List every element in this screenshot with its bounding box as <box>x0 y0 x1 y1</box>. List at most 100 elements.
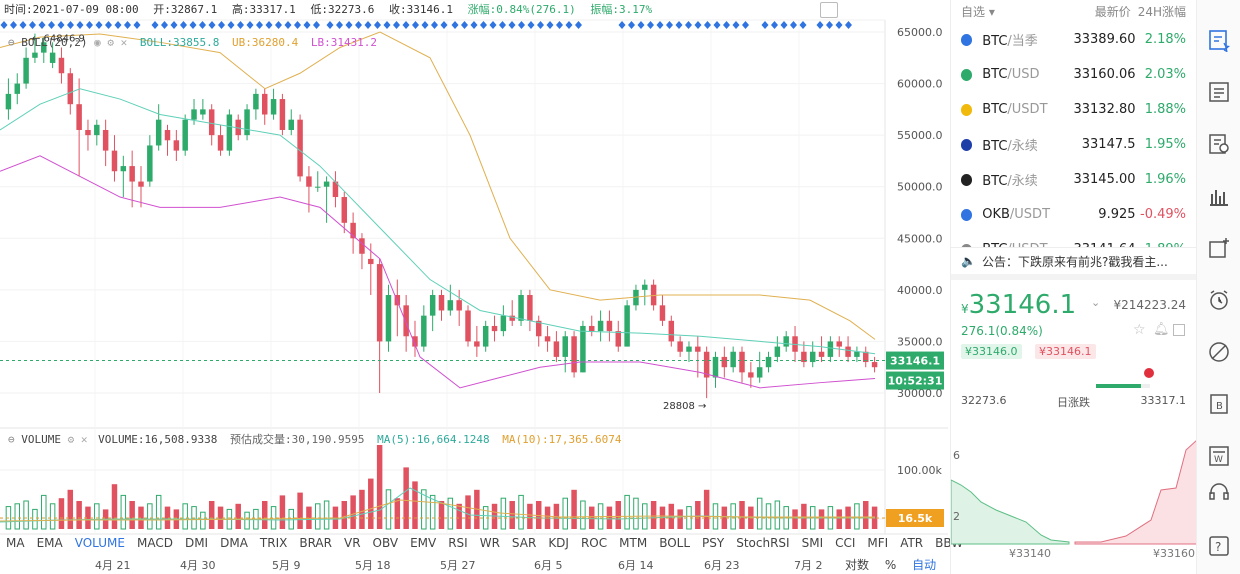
indicator-tab[interactable]: MTM <box>619 536 648 550</box>
volume-bar[interactable] <box>164 506 171 529</box>
candle-body[interactable] <box>244 109 250 136</box>
event-diamond-icon[interactable] <box>345 21 353 29</box>
event-diamond-icon[interactable] <box>666 21 673 29</box>
event-diamond-icon[interactable] <box>133 21 141 29</box>
volume-bar[interactable] <box>368 478 374 529</box>
candle-body[interactable] <box>385 295 392 342</box>
event-diamond-icon[interactable] <box>647 21 654 29</box>
indicator-tab[interactable]: VOLUME <box>74 536 125 550</box>
watchlist-row[interactable]: BTC/永续 33145.00 1.96% <box>951 162 1196 197</box>
indicator-tab[interactable]: SMI <box>801 536 824 550</box>
candle-body[interactable] <box>76 104 82 130</box>
event-diamond-icon[interactable] <box>256 21 263 29</box>
candle-body[interactable] <box>509 315 515 321</box>
candle-body[interactable] <box>562 336 568 357</box>
candle-body[interactable] <box>421 315 427 347</box>
candle-body[interactable] <box>350 222 356 239</box>
indicator-tab[interactable]: MFI <box>867 536 889 550</box>
volume-bar[interactable] <box>94 503 100 530</box>
event-diamond-icon[interactable] <box>489 21 497 29</box>
volume-bar[interactable] <box>606 506 613 529</box>
event-diamond-icon[interactable] <box>95 21 103 29</box>
candle-body[interactable] <box>765 356 772 368</box>
volume-bar[interactable] <box>615 501 622 529</box>
volume-bar[interactable] <box>801 503 807 529</box>
volume-bar[interactable] <box>208 501 215 529</box>
event-diamond-icon[interactable] <box>575 21 582 29</box>
settings-icon[interactable]: ⚙ <box>67 433 75 446</box>
volume-bar[interactable] <box>624 494 630 530</box>
event-diamond-icon[interactable] <box>713 21 721 29</box>
event-diamond-icon[interactable] <box>19 21 27 29</box>
settings-icon[interactable]: ⚙ <box>107 36 114 49</box>
volume-bar[interactable] <box>412 481 418 529</box>
event-diamond-icon[interactable] <box>556 21 563 29</box>
close-icon[interactable]: ✕ <box>120 36 128 49</box>
event-diamond-icon[interactable] <box>275 21 282 29</box>
candle-body[interactable] <box>801 351 807 363</box>
event-diamond-icon[interactable] <box>537 21 544 29</box>
event-diamond-icon[interactable] <box>421 21 429 29</box>
volume-bar[interactable] <box>456 503 462 529</box>
indicator-tab[interactable]: DMA <box>220 536 248 550</box>
candle-body[interactable] <box>642 284 648 290</box>
candle-body[interactable] <box>279 99 286 130</box>
watchlist-tab[interactable]: 自选 ▾ <box>961 4 995 19</box>
candle-body[interactable] <box>535 320 542 337</box>
volume-bar[interactable] <box>41 494 47 530</box>
event-diamond-icon[interactable] <box>57 21 65 29</box>
candle-body[interactable] <box>783 336 789 347</box>
volume-bar[interactable] <box>535 501 542 529</box>
watchlist-star-icon[interactable] <box>1207 28 1231 52</box>
watchlist-row[interactable]: BTC/USD 33160.06 2.03% <box>951 57 1196 92</box>
chart-area[interactable]: 65000.0 60000.0 55000.0 50000.0 45000.0 40000… <box>0 0 963 574</box>
log-scale-toggle[interactable]: 对数 <box>845 558 870 572</box>
candle-body[interactable] <box>624 305 630 347</box>
event-diamond-icon[interactable] <box>527 21 535 29</box>
candle-body[interactable] <box>270 99 277 115</box>
candle-body[interactable] <box>323 181 330 187</box>
event-diamond-icon[interactable] <box>732 21 740 29</box>
candle-body[interactable] <box>41 42 47 53</box>
watchlist-row[interactable]: BTC/当季 33389.60 2.18% <box>951 22 1196 57</box>
candle-body[interactable] <box>217 135 224 151</box>
watchlist-row[interactable]: OKB/USDT 9.925 -0.49% <box>951 197 1196 232</box>
percent-scale-toggle[interactable]: % <box>884 558 897 572</box>
volume-bar[interactable] <box>527 503 533 529</box>
volume-bar[interactable] <box>695 501 701 529</box>
auto-scale-toggle[interactable]: 自动 <box>912 558 937 572</box>
volume-bar[interactable] <box>120 494 127 530</box>
volume-bar[interactable] <box>182 503 188 530</box>
candle-body[interactable] <box>527 295 533 321</box>
indicator-tab[interactable]: StochRSI <box>736 536 790 550</box>
volume-bar[interactable] <box>385 489 392 530</box>
candle-body[interactable] <box>748 372 754 378</box>
event-diamond-icon[interactable] <box>218 21 225 29</box>
event-diamond-icon[interactable] <box>284 21 292 29</box>
event-diamond-icon[interactable] <box>565 21 573 29</box>
event-diamond-icon[interactable] <box>336 21 343 29</box>
volume-bar[interactable] <box>315 503 321 530</box>
volume-bar[interactable] <box>323 500 330 530</box>
event-diamond-icon[interactable] <box>761 21 769 29</box>
candle-body[interactable] <box>571 336 577 373</box>
volume-bar[interactable] <box>376 445 383 529</box>
candle-body[interactable] <box>341 197 348 223</box>
bell-icon[interactable]: 🔔︎ <box>1153 322 1170 337</box>
eye-icon[interactable]: ◉ <box>94 36 101 49</box>
event-diamond-icon[interactable] <box>364 21 372 29</box>
candle-body[interactable] <box>368 258 374 265</box>
candle-body[interactable] <box>703 351 710 378</box>
candle-body[interactable] <box>712 356 719 378</box>
indicator-tab[interactable]: PSY <box>702 536 725 550</box>
watchlist-row[interactable]: BTC/永续 33147.5 1.95% <box>951 127 1196 162</box>
volume-bar[interactable] <box>279 495 286 529</box>
volume-bar[interactable] <box>111 484 118 529</box>
candle-body[interactable] <box>173 140 180 151</box>
indicator-tab[interactable]: KDJ <box>548 536 569 550</box>
candle-body[interactable] <box>23 57 29 84</box>
volume-bar[interactable] <box>792 509 798 529</box>
event-diamond-icon[interactable] <box>294 21 301 29</box>
event-diamond-icon[interactable] <box>835 21 843 29</box>
candle-body[interactable] <box>739 351 745 373</box>
